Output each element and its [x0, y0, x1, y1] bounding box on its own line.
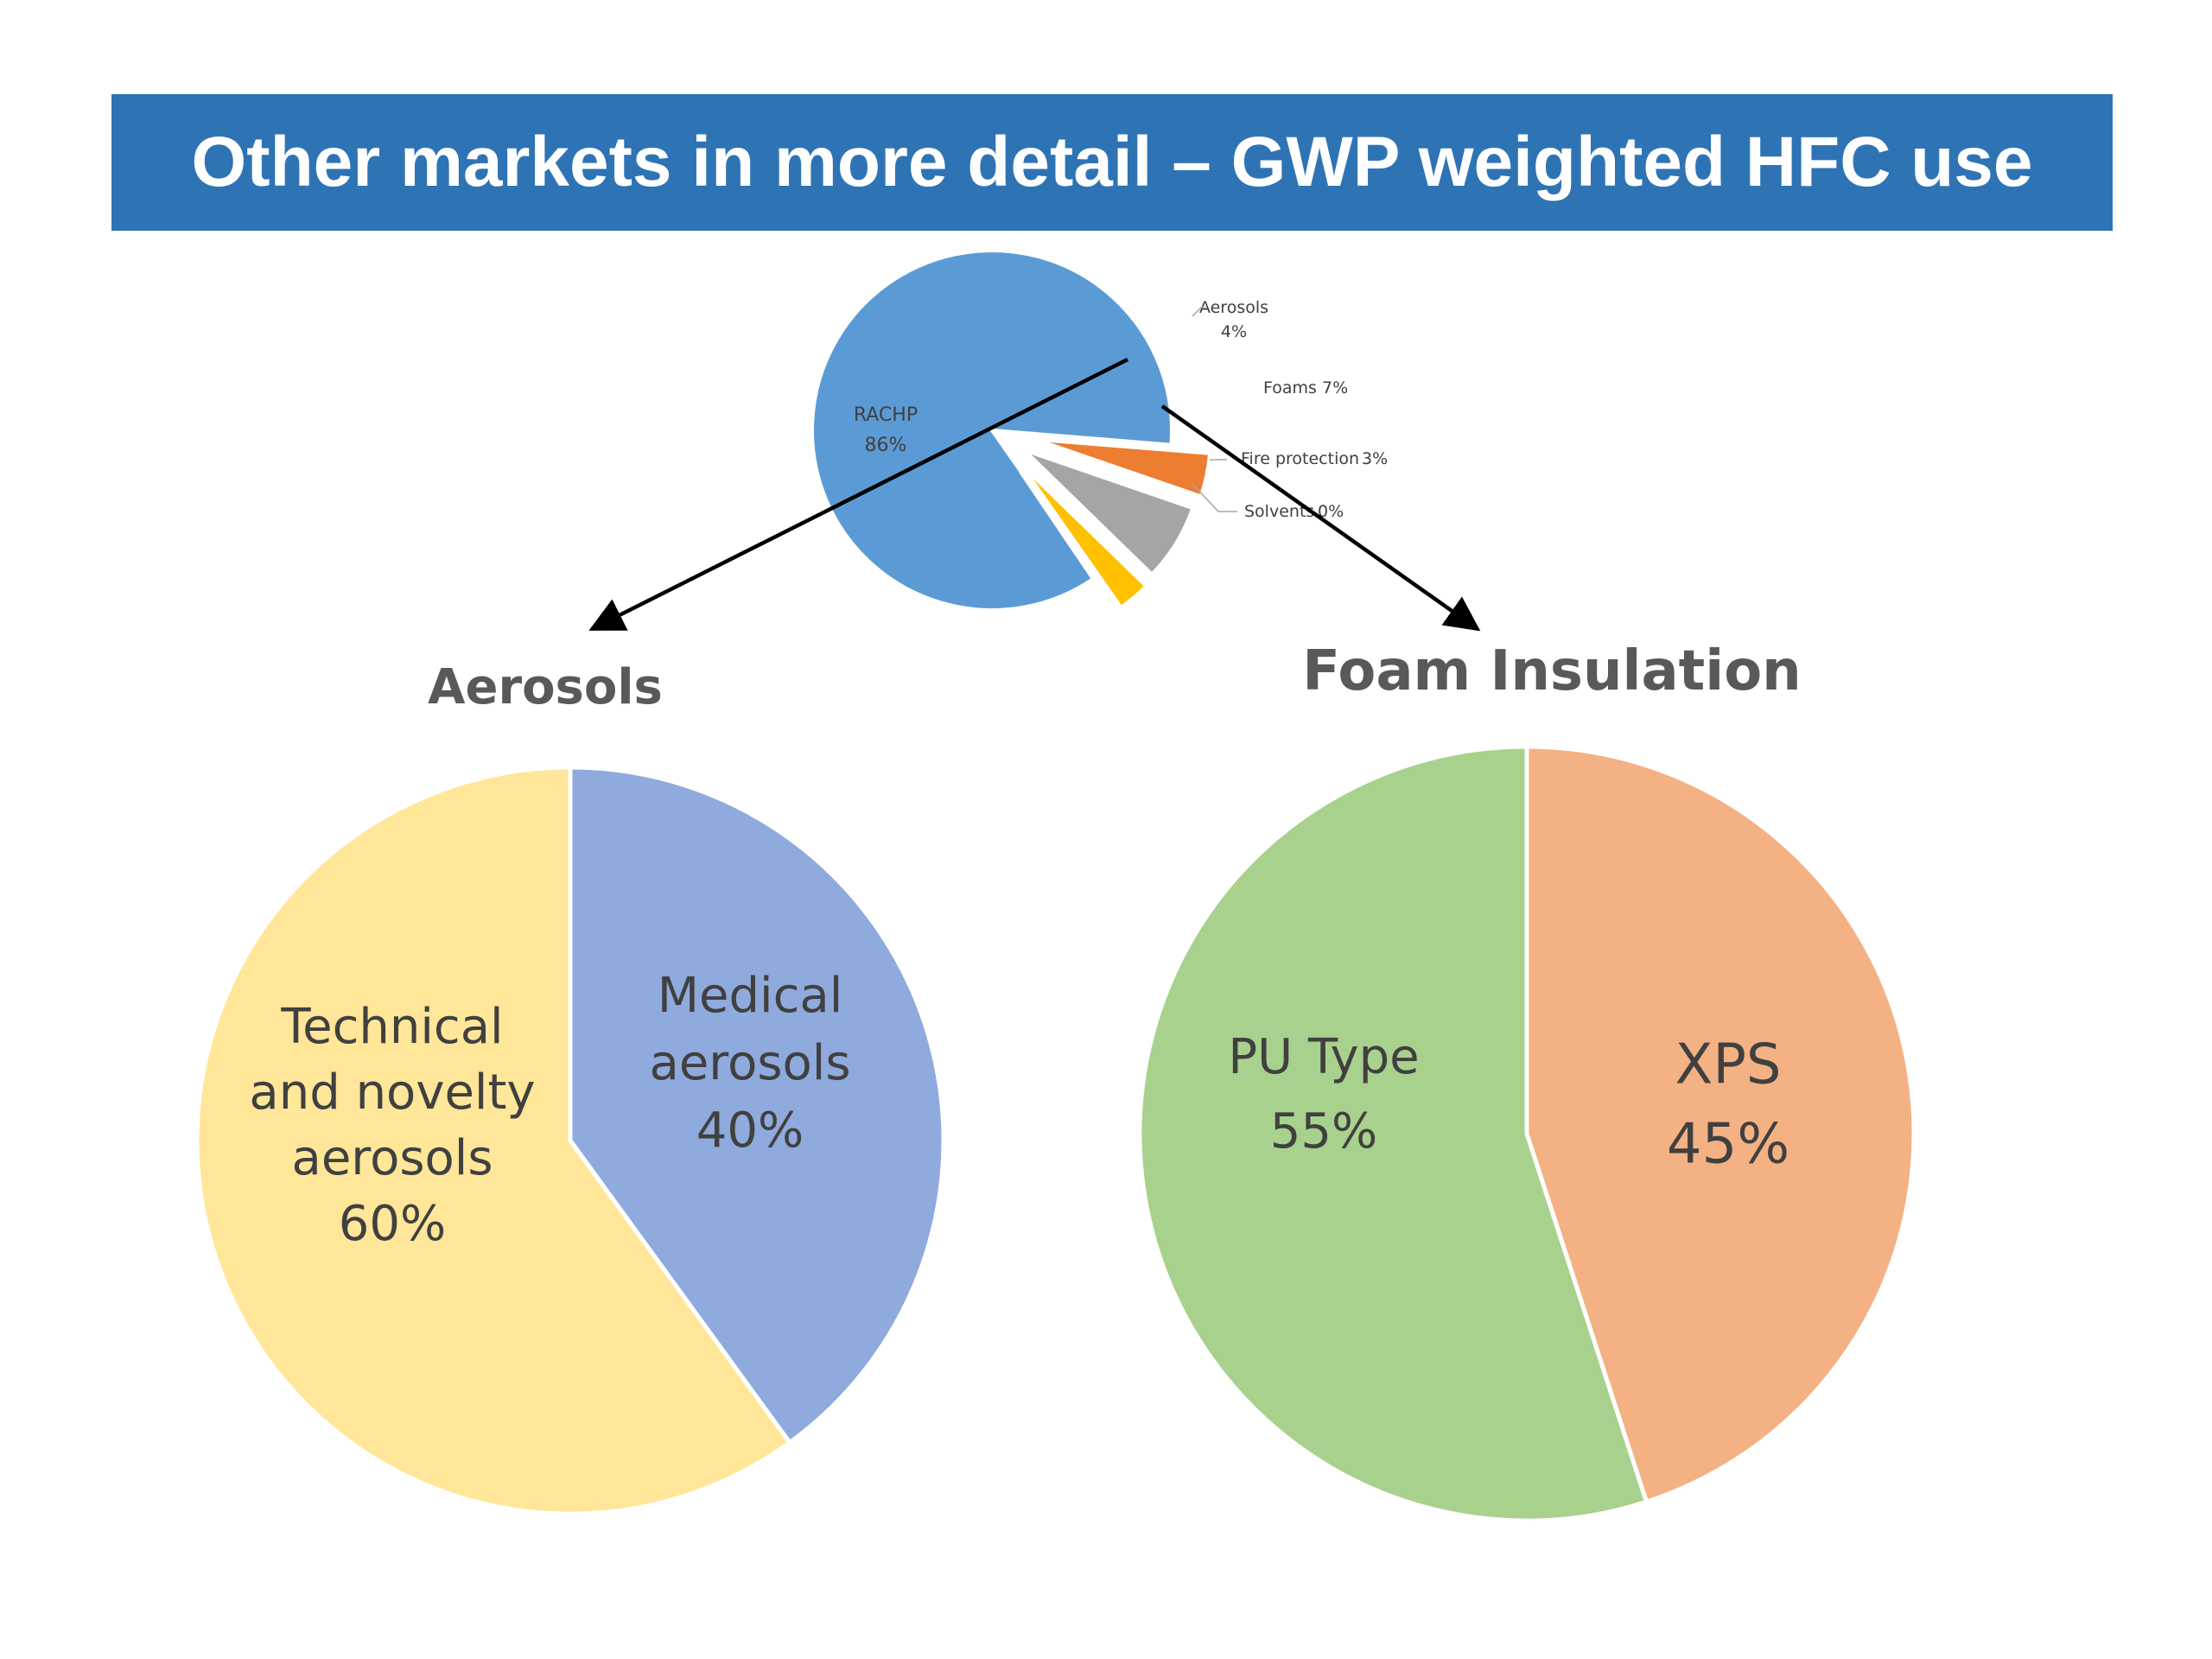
label-xps-line-2: 45%: [1667, 1113, 1789, 1177]
slice-technical-and-novelty-aerosols: [194, 765, 793, 1516]
label-medical-aerosols-line-3: 40%: [696, 1103, 804, 1159]
overview-label-foams: Foams: [1263, 378, 1317, 397]
label-xps-line-1: XPS: [1675, 1033, 1781, 1097]
overview-slice-fire-protection: [1020, 463, 1149, 610]
overview-slice-solvents: [1019, 470, 1122, 616]
aerosols-pie-chart: Aerosols Medical aerosols 40% Technical and n…: [194, 659, 946, 1516]
overview-value-fire-protection: 3%: [1362, 449, 1388, 468]
overview-slice-rachp: [810, 249, 1173, 612]
label-technical-and-novelty-aerosols-line-1: Technical: [280, 999, 503, 1055]
overview-slice-aerosols: [1035, 437, 1212, 499]
overview-leader-solvents: [1192, 483, 1237, 512]
overview-value-foams: 7%: [1322, 378, 1348, 397]
overview-leader-aerosols: [1192, 307, 1206, 317]
label-technical-and-novelty-aerosols-line-2: and novelty: [249, 1065, 535, 1121]
overview-label-aerosols: Aerosols: [1199, 298, 1268, 317]
label-pu-type-line-2: 55%: [1270, 1103, 1377, 1160]
slice-xps: [1524, 744, 1916, 1505]
overview-slice-foams: [1023, 448, 1195, 577]
overview-label-solvents: Solvents: [1244, 502, 1314, 521]
label-medical-aerosols-line-2: aerosols: [650, 1035, 851, 1091]
slice-medical-aerosols: [568, 765, 946, 1446]
callout-arrows: [588, 357, 1481, 632]
arrow-to-foam-insulation: [1160, 404, 1481, 632]
chart-title: Aerosols: [428, 659, 663, 715]
label-pu-type-line-1: PU Type: [1228, 1029, 1419, 1085]
overview-value-rachp: 86%: [865, 435, 907, 456]
slide-title: Other markets in more detail – GWP weigh…: [191, 123, 2033, 201]
arrow-to-aerosols: [588, 357, 1129, 632]
chart-title: Foam Insulation: [1302, 639, 1801, 703]
overview-label-rachp: RACHP: [854, 404, 918, 426]
foam-insulation-pie-chart: Foam Insulation XPS 45% PU Type 55%: [1137, 639, 1916, 1523]
overview-value-aerosols: 4%: [1221, 322, 1247, 341]
label-technical-and-novelty-aerosols-line-3: aerosols: [292, 1130, 493, 1186]
overview-pie-chart: RACHP 86% Aerosols 4% Foams 7% Fire protection…: [810, 249, 1388, 616]
slice-pu-type: [1137, 744, 1649, 1523]
title-bar: Other markets in more detail – GWP weigh…: [111, 94, 2113, 231]
overview-value-solvents: 0%: [1318, 502, 1344, 521]
label-medical-aerosols-line-1: Medical: [658, 968, 843, 1024]
overview-label-fire-protection: Fire protection: [1241, 449, 1359, 468]
label-technical-and-novelty-aerosols-line-4: 60%: [339, 1196, 446, 1252]
